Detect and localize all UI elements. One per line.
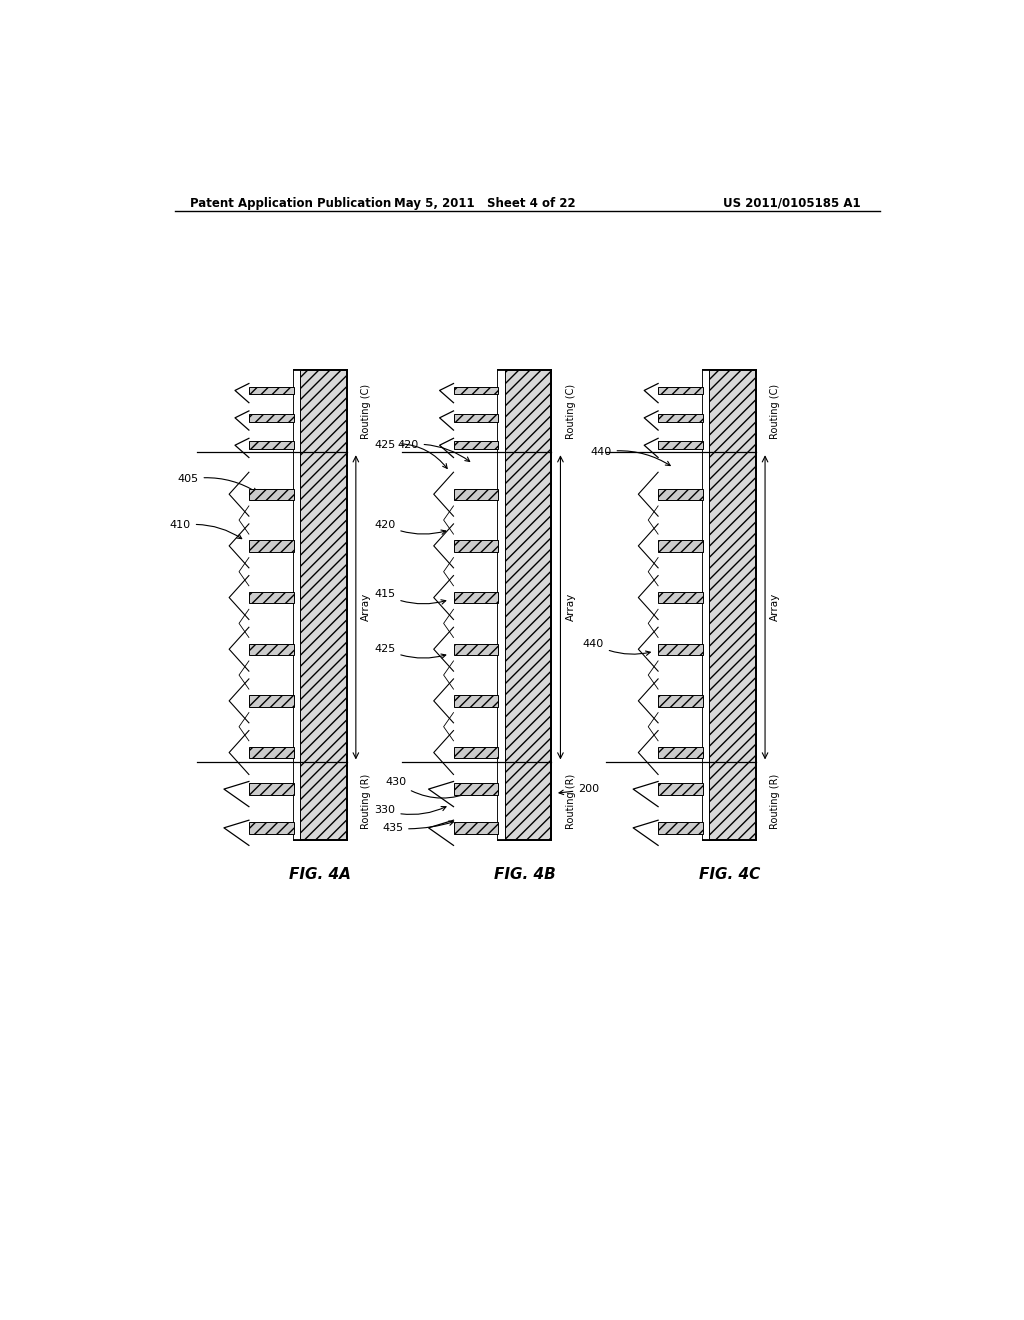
Bar [658, 644, 703, 655]
Bar [454, 821, 499, 834]
Bar [499, 370, 505, 840]
Text: US 2011/0105185 A1: US 2011/0105185 A1 [723, 197, 860, 210]
Bar [454, 387, 499, 395]
Bar [454, 488, 499, 500]
Text: Array: Array [770, 593, 780, 622]
Text: Array: Array [360, 593, 371, 622]
Bar [249, 821, 294, 834]
Bar [658, 540, 703, 552]
Text: 435: 435 [382, 821, 454, 833]
Bar [249, 414, 294, 421]
Text: 425: 425 [374, 644, 445, 659]
Bar [454, 441, 499, 449]
Bar [454, 747, 499, 758]
Text: 430: 430 [386, 776, 473, 799]
Text: Routing (R): Routing (R) [360, 774, 371, 829]
Text: Routing (R): Routing (R) [565, 774, 575, 829]
Text: Routing (C): Routing (C) [565, 384, 575, 438]
Text: 420: 420 [397, 440, 470, 462]
Bar [703, 370, 756, 840]
Text: 330: 330 [375, 805, 446, 816]
Bar [294, 370, 346, 840]
Bar [249, 441, 294, 449]
Bar [249, 591, 294, 603]
Text: Routing (R): Routing (R) [770, 774, 780, 829]
Bar [658, 441, 703, 449]
Text: Routing (C): Routing (C) [770, 384, 780, 438]
Bar [249, 644, 294, 655]
Bar [454, 783, 499, 795]
Bar [249, 783, 294, 795]
Bar [658, 387, 703, 395]
Text: FIG. 4A: FIG. 4A [289, 867, 351, 882]
Text: 440: 440 [583, 639, 650, 655]
Bar [658, 747, 703, 758]
Bar [294, 370, 300, 840]
Bar [249, 488, 294, 500]
Bar [658, 488, 703, 500]
Text: 405: 405 [177, 474, 257, 492]
Bar [658, 414, 703, 421]
Text: 200: 200 [559, 784, 599, 795]
Bar [658, 783, 703, 795]
Bar [454, 696, 499, 706]
Text: FIG. 4B: FIG. 4B [494, 867, 556, 882]
Text: Array: Array [565, 593, 575, 622]
Bar [703, 370, 710, 840]
Bar [454, 644, 499, 655]
Text: FIG. 4C: FIG. 4C [698, 867, 760, 882]
Bar [249, 747, 294, 758]
Text: 415: 415 [374, 590, 445, 605]
Bar [454, 414, 499, 421]
Text: 425: 425 [374, 440, 447, 469]
Bar [249, 540, 294, 552]
Bar [658, 821, 703, 834]
Text: Routing (C): Routing (C) [360, 384, 371, 438]
Text: 440: 440 [591, 447, 671, 466]
Bar [499, 370, 551, 840]
Bar [249, 387, 294, 395]
Text: 410: 410 [170, 520, 242, 539]
Text: 420: 420 [374, 520, 445, 535]
Text: May 5, 2011   Sheet 4 of 22: May 5, 2011 Sheet 4 of 22 [393, 197, 575, 210]
Bar [454, 591, 499, 603]
Bar [249, 696, 294, 706]
Bar [454, 540, 499, 552]
Bar [658, 591, 703, 603]
Text: Patent Application Publication: Patent Application Publication [190, 197, 391, 210]
Bar [658, 696, 703, 706]
